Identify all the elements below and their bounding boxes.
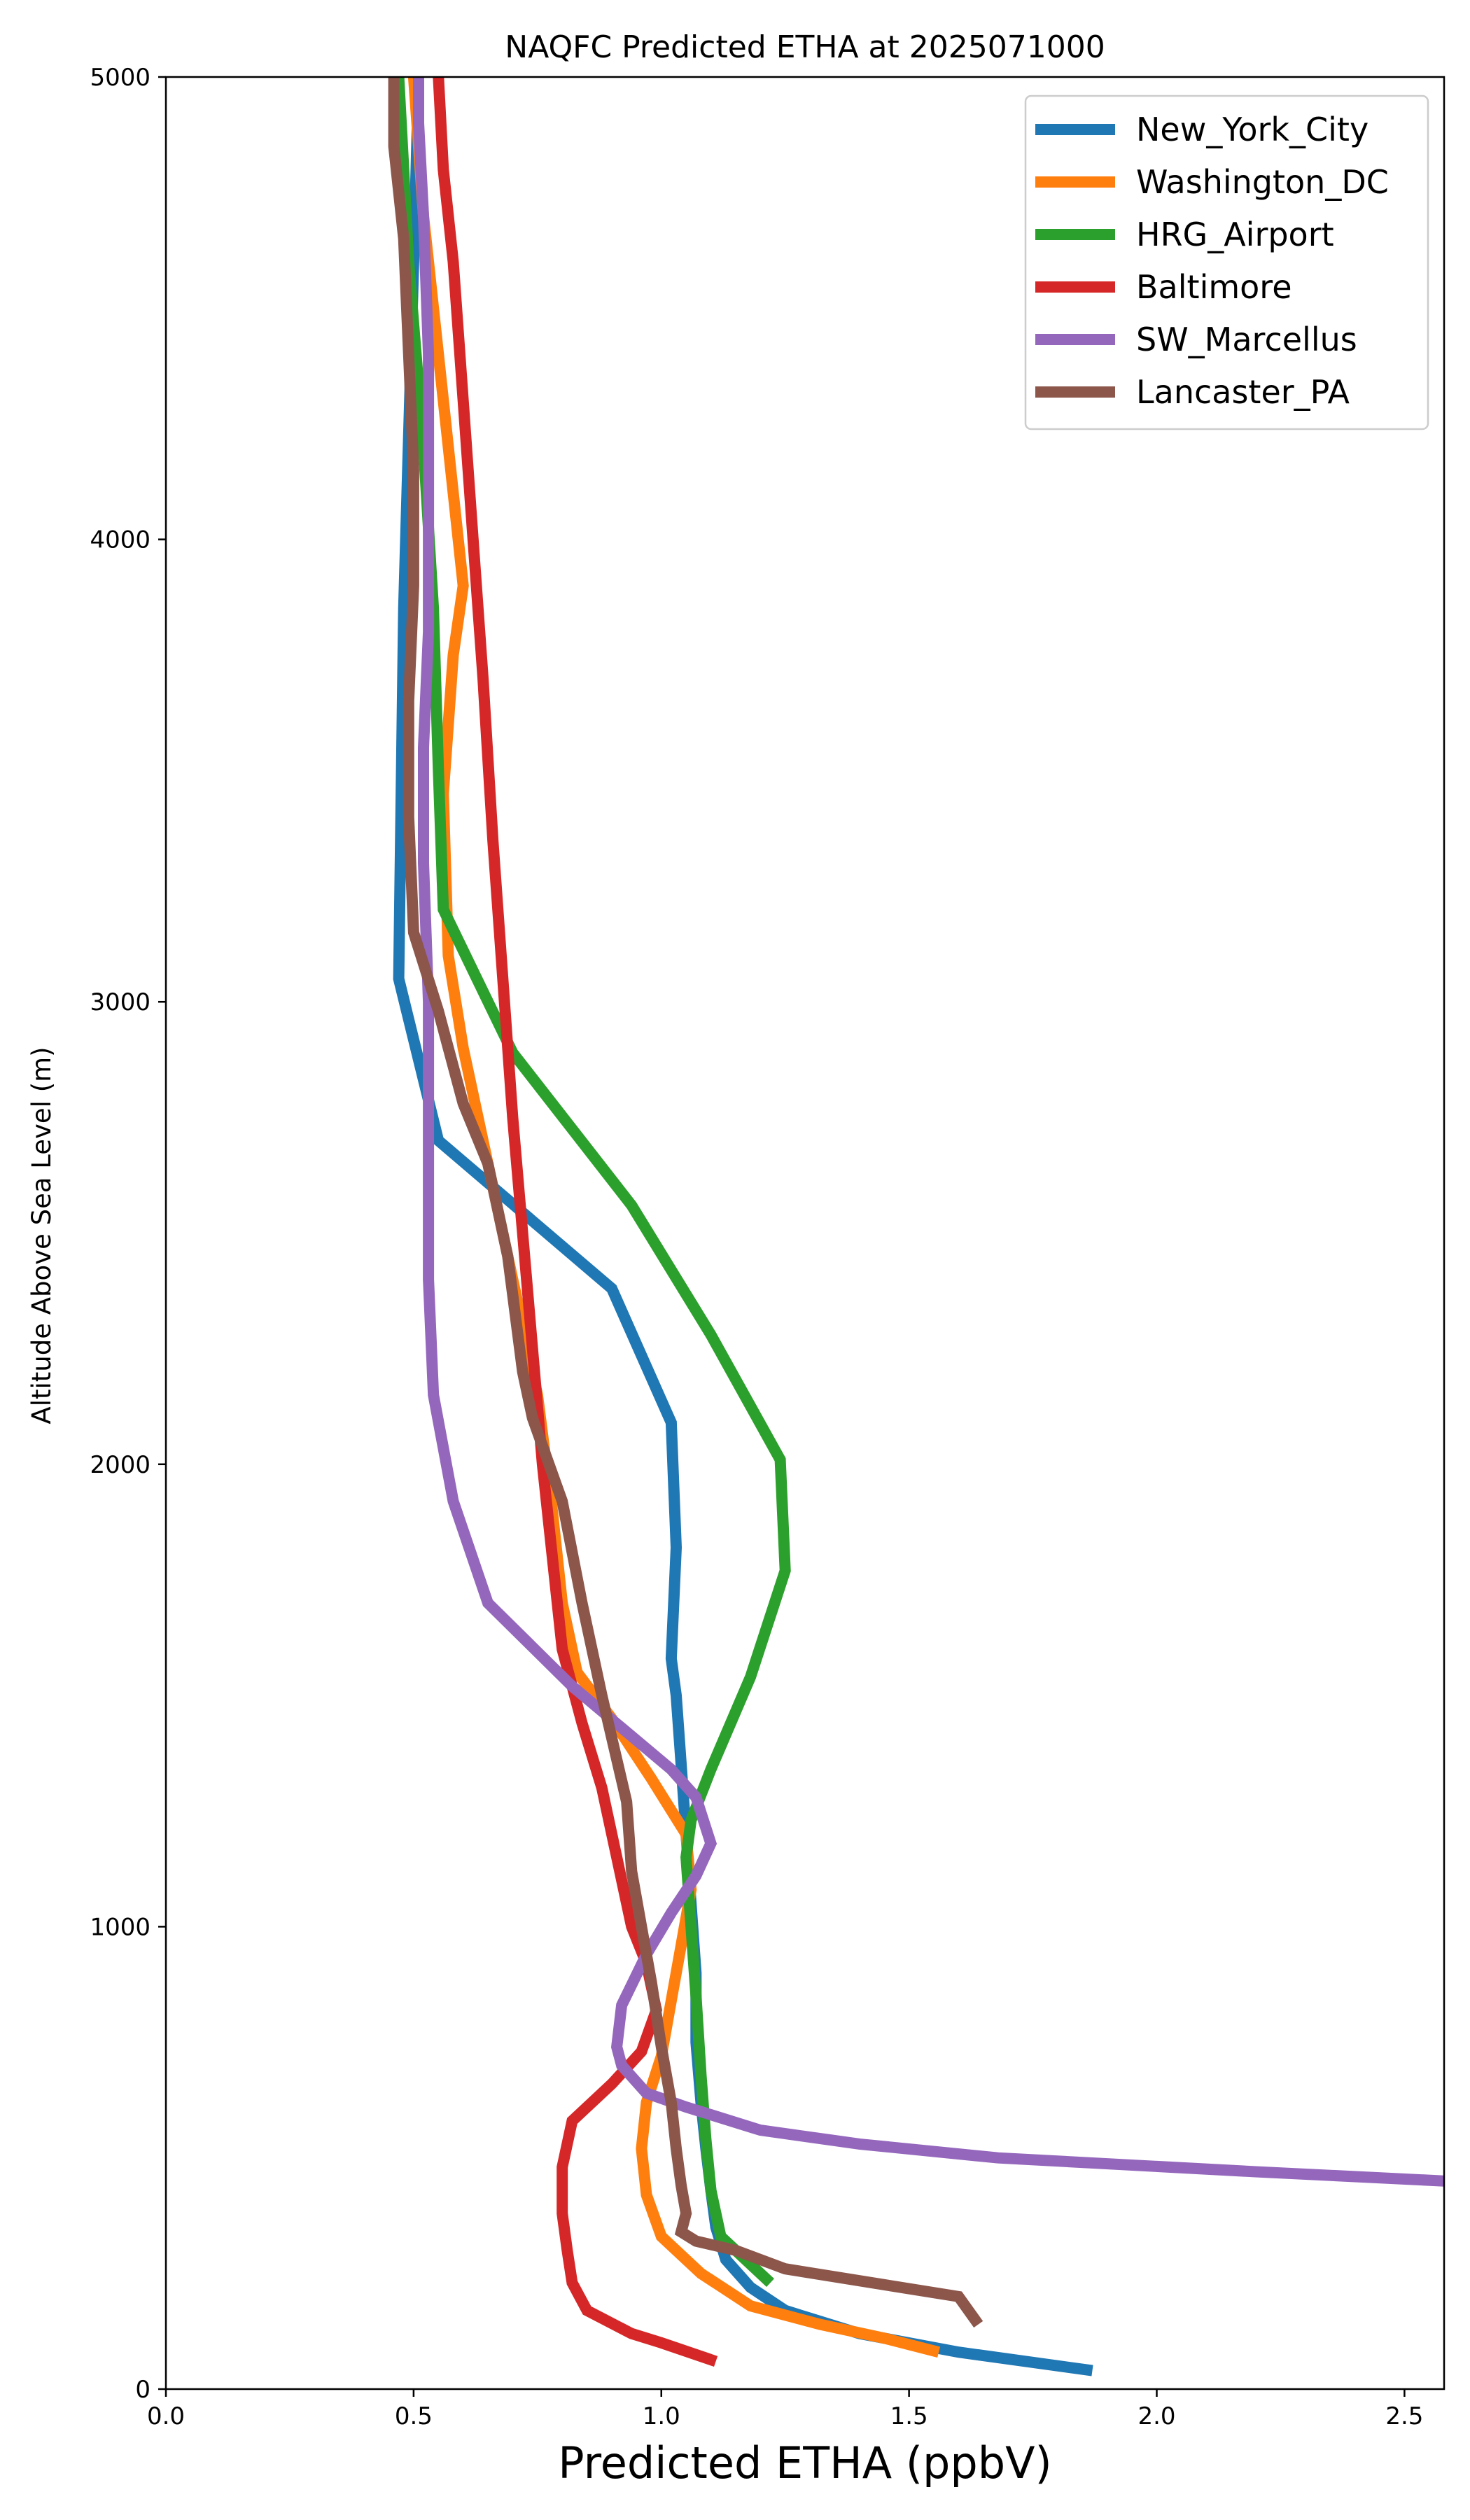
x-tick-label: 0.0: [147, 2402, 185, 2430]
x-tick-label: 1.5: [890, 2402, 928, 2430]
legend-label: Lancaster_PA: [1136, 373, 1350, 411]
y-tick-label: 0: [135, 2376, 150, 2404]
chart-title: NAQFC Predicted ETHA at 2025071000: [505, 29, 1105, 65]
series-line-hrg-airport: [393, 77, 791, 2287]
x-axis-label: Predicted ETHA (ppbV): [558, 2437, 1051, 2488]
legend-label: Washington_DC: [1136, 163, 1389, 201]
series-line-sw-marcellus: [413, 77, 1444, 2187]
axes: 0.0 0.5 1.0 1.5 2.0 2.5 0 1000 2000 3000 4000 5000: [90, 64, 1446, 2430]
y-tick-label: 5000: [90, 64, 150, 92]
y-tick-label: 4000: [90, 526, 150, 554]
legend-label: SW_Marcellus: [1136, 321, 1357, 358]
y-tick-label: 3000: [90, 988, 150, 1016]
legend-box: [1024, 94, 1429, 430]
y-axis-label: Altitude Above Sea Level (m): [27, 1046, 57, 1424]
series-line-washington-dc: [407, 77, 941, 2358]
series-line-lancaster-pa: [388, 77, 983, 2328]
legend-label: Baltimore: [1136, 268, 1292, 306]
legend: New_York_City Washington_DC HRG_Airport Bal…: [1024, 94, 1429, 430]
plot-area: [388, 77, 1444, 2376]
legend-label: HRG_Airport: [1136, 216, 1334, 253]
legend-label: New_York_City: [1136, 111, 1368, 148]
x-tick-label: 2.0: [1138, 2402, 1175, 2430]
y-tick-label: 2000: [90, 1451, 150, 1479]
x-tick-label: 2.5: [1385, 2402, 1423, 2430]
plot-frame: [164, 76, 1446, 2390]
x-tick-label: 0.5: [395, 2402, 433, 2430]
series-line-baltimore: [433, 77, 718, 2367]
y-tick-label: 1000: [90, 1913, 150, 1941]
x-tick-label: 1.0: [643, 2402, 680, 2430]
